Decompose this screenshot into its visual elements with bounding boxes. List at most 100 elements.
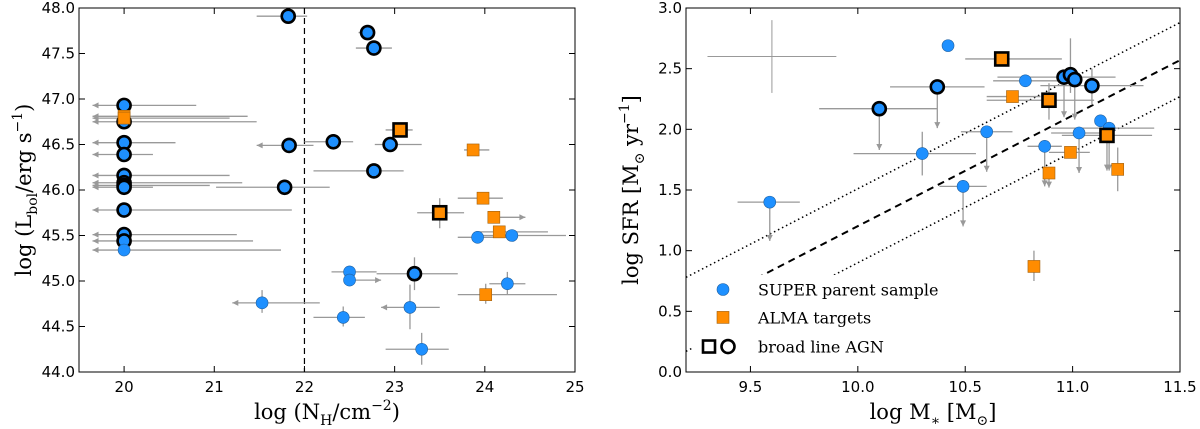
y-tick-label: 47.5: [42, 45, 75, 63]
limit-arrow: [983, 165, 990, 172]
x-tick-label: 22: [295, 378, 314, 396]
limit-arrow: [1061, 111, 1068, 118]
label-sub: bol: [25, 192, 41, 214]
label-pre: log (N: [254, 400, 320, 424]
limit-arrow: [92, 139, 99, 146]
y-tick-label: 44.0: [42, 363, 75, 381]
super-sample-point: [915, 147, 929, 160]
x-tick-label: 20: [115, 378, 134, 396]
limit-arrow: [92, 115, 99, 122]
y-tick-label: 47.0: [42, 90, 75, 108]
super-sample-point: [1094, 114, 1107, 128]
super-sample-point: [343, 273, 356, 287]
label-sub2: ⊙: [976, 413, 988, 429]
y-tick-label: 0.0: [658, 363, 682, 381]
limit-arrow: [92, 231, 99, 238]
broad-line-agn-point: [1066, 71, 1083, 88]
super-sample-point: [980, 125, 993, 139]
label-post: ]: [619, 95, 643, 103]
legend-entry: broad line AGN: [758, 338, 884, 357]
super-sample-point: [415, 342, 428, 356]
limit-arrow: [381, 304, 388, 311]
broad-line-agn-point: [276, 179, 293, 196]
label-post: ]: [988, 400, 996, 424]
y-axis-label: log (Lbol/erg s−1): [10, 104, 41, 277]
limit-arrow: [92, 172, 99, 179]
broad-line-agn-point: [280, 8, 297, 24]
broad-line-alma-target-point: [392, 122, 408, 138]
broad-line-agn-point: [116, 97, 132, 114]
broad-line-agn-point: [929, 79, 946, 95]
broad-line-agn-point: [366, 40, 382, 56]
legend-square-icon: [716, 311, 730, 324]
super-sample-point: [117, 243, 131, 257]
limit-arrow: [876, 143, 883, 150]
y-tick-label: 45.5: [42, 227, 75, 245]
main-sequence-scatter-line: [686, 21, 1180, 279]
limit-arrow: [1071, 113, 1078, 120]
y-tick-label: 2.0: [658, 120, 682, 138]
y-tick-label: 45.0: [42, 272, 75, 290]
alma-target-point: [1064, 146, 1077, 159]
broad-line-agn-point: [325, 133, 342, 150]
limit-arrow: [232, 299, 239, 306]
y-tick-label: 48.0: [42, 0, 75, 17]
broad-line-agn-point: [382, 136, 398, 153]
limit-arrow: [92, 237, 99, 244]
legend-open-circle-icon: [720, 338, 736, 355]
x-tick-label: 25: [565, 378, 584, 396]
broad-line-alma-target-point: [1041, 92, 1057, 109]
broad-line-agn-point: [406, 265, 423, 282]
super-sample-point: [956, 180, 970, 193]
label-pre: log (L: [12, 215, 36, 277]
limit-arrow: [519, 214, 526, 221]
y-tick-label: 1.5: [658, 181, 682, 199]
broad-line-agn-point: [1084, 77, 1100, 94]
limit-arrow: [92, 102, 99, 109]
label-sup: −1: [10, 112, 26, 133]
main-sequence-line: [691, 59, 1180, 313]
y-tick-label: 0.5: [658, 302, 682, 320]
label-sub: ∗: [931, 413, 941, 429]
super-sample-point: [471, 231, 484, 244]
label-sub: ⊙: [632, 153, 648, 165]
alma-target-point: [1042, 166, 1056, 180]
plot-area: [686, 20, 1180, 353]
label-sup: −1: [617, 103, 633, 124]
y-tick-label: 46.0: [42, 181, 75, 199]
label-mid: /cm: [332, 400, 371, 424]
broad-line-agn-point: [116, 146, 132, 163]
x-tick-label: 10.5: [949, 378, 982, 396]
limit-arrow: [1076, 167, 1083, 174]
super-sample-point: [336, 311, 350, 324]
axes-frame: [78, 7, 576, 373]
limit-arrow: [92, 151, 99, 158]
broad-line-alma-target-point: [431, 204, 448, 221]
label-mid: /erg s: [12, 132, 36, 192]
limit-arrow: [934, 122, 941, 129]
super-sample-point: [505, 229, 519, 242]
right-panel-mass-vs-sfr: 9.5 10.0 10.5 11.0 11.5 0.0 0.5 1.0 1.5 2.0 2.5 3.0…: [617, 0, 1197, 429]
label-pre: log SFR [M: [619, 164, 643, 285]
label-mid: [M: [940, 400, 976, 424]
limit-arrow: [960, 220, 967, 227]
x-axis-label: log M∗ [M⊙]: [870, 400, 997, 429]
x-tick-label: 23: [385, 378, 404, 396]
super-sample-point: [1019, 74, 1032, 88]
broad-line-agn-point: [116, 179, 132, 196]
limit-arrow: [375, 277, 382, 284]
alma-target-point: [466, 143, 480, 157]
limit-arrow: [1103, 164, 1110, 171]
label-post: ): [392, 400, 400, 424]
limit-arrow: [766, 234, 773, 241]
y-tick-label: 1.0: [658, 242, 682, 260]
alma-target-point: [479, 288, 493, 301]
super-sample-point: [763, 195, 777, 209]
alma-target-point: [1111, 163, 1125, 176]
alma-target-point: [1006, 90, 1019, 103]
label-sub: H: [320, 413, 332, 429]
x-tick-label: 11.0: [1056, 378, 1089, 396]
label-mid: yr: [619, 123, 643, 153]
broad-line-agn-point: [366, 163, 382, 179]
